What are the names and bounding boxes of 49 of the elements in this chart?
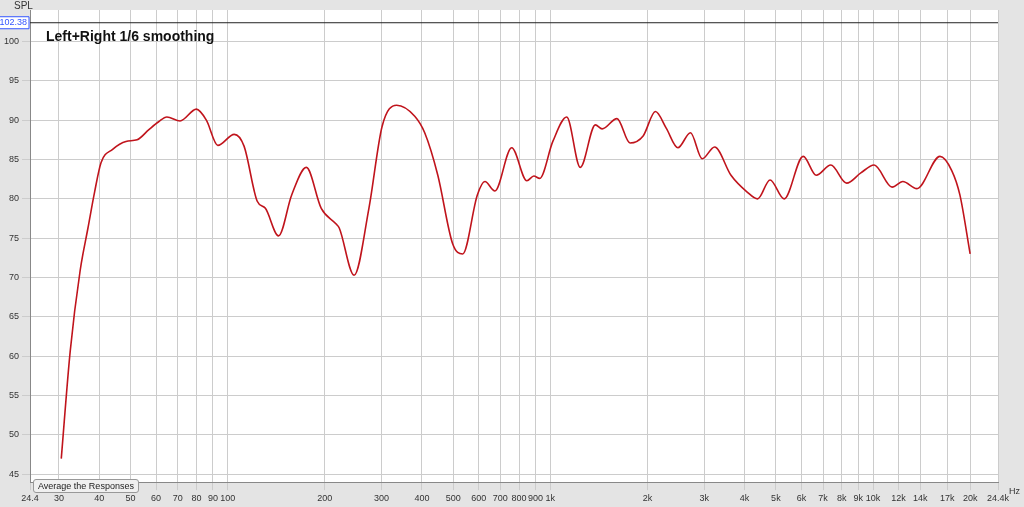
x-tick-label: 30 [53, 493, 64, 504]
x-tick-label: 9k [853, 493, 864, 504]
x-tick-label: 4k [739, 493, 750, 504]
y-tick-label: 70 [8, 272, 19, 283]
x-tick-label: 10k [865, 493, 881, 504]
annotation: Average the Responses [33, 479, 139, 493]
y-tick-label: 95 [8, 75, 19, 86]
x-tick-label: 24.4k [986, 493, 1010, 504]
x-tick-label: 5k [771, 493, 782, 504]
x-tick-label: 20k [962, 493, 978, 504]
y-tick-label: 65 [8, 311, 19, 322]
x-axis-title: Hz [1009, 486, 1021, 497]
x-tick-label: 600 [471, 493, 487, 504]
x-tick-label: 900 [528, 493, 544, 504]
x-tick-label: 14k [912, 493, 928, 504]
x-tick-label: 7k [818, 493, 829, 504]
x-tick-label: 60 [151, 493, 162, 504]
y-tick-label: 50 [8, 429, 19, 440]
x-tick-label: 80 [191, 493, 202, 504]
x-tick-label: 6k [796, 493, 807, 504]
x-tick-label: 8k [836, 493, 847, 504]
y-tick-label: 45 [8, 468, 19, 479]
x-tick-label: 2k [642, 493, 653, 504]
y-tick-label: 100 [3, 35, 19, 46]
x-tick-label: 100 [220, 493, 236, 504]
text: Left+Right 1/6 smoothing [46, 27, 215, 44]
x-tick-label: 40 [94, 493, 105, 504]
y-tick-label: 80 [8, 193, 19, 204]
x-tick-label: 3k [699, 493, 710, 504]
x-tick-label: 400 [414, 493, 430, 504]
y-tick-label: 55 [8, 390, 19, 401]
y-axis-title: SPL [14, 0, 33, 11]
y-tick-label: 85 [8, 154, 19, 165]
x-tick-label: 800 [511, 493, 527, 504]
x-tick-label: 1k [545, 493, 556, 504]
x-tick-label: 200 [317, 493, 333, 504]
y-tick-label: 60 [8, 350, 19, 361]
x-tick-label: 12k [891, 493, 907, 504]
x-tick-label: 17k [940, 493, 956, 504]
y-tick-label: 90 [8, 114, 19, 125]
ref-line-label: 102.38 [0, 17, 27, 28]
x-tick-label: 70 [172, 493, 183, 504]
y-tick-label: 75 [8, 232, 19, 243]
x-tick-label: 90 [207, 493, 218, 504]
x-tick-label: 500 [445, 493, 461, 504]
x-tick-label: 50 [125, 493, 136, 504]
x-tick-label: 24.4 [21, 493, 39, 504]
x-tick-label: 300 [374, 493, 390, 504]
x-tick-label: 700 [492, 493, 508, 504]
